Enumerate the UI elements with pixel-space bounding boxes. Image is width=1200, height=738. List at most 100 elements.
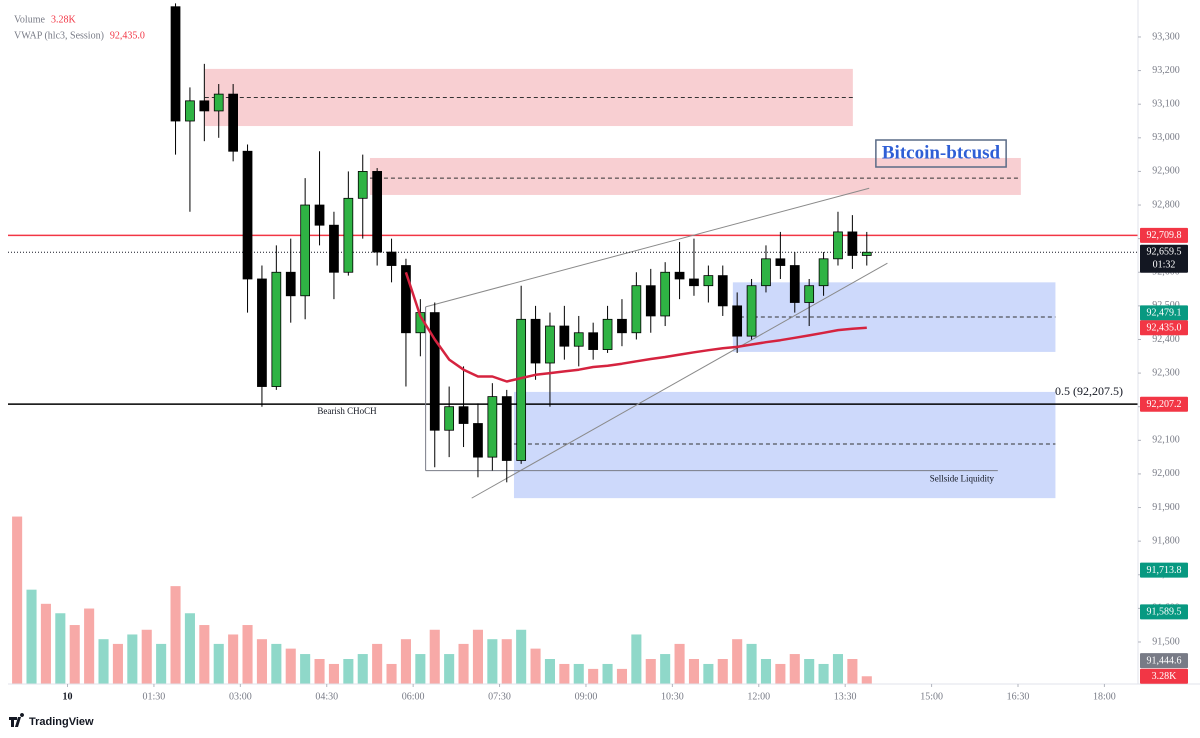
x-tick-label: 07:30	[488, 691, 511, 702]
candle-body	[285, 271, 296, 297]
volume-bar	[789, 654, 800, 684]
candle-body	[689, 278, 699, 287]
x-tick-label: 03:00	[229, 691, 252, 702]
price-badge-label: 92,207.2	[1147, 399, 1182, 410]
volume-bar	[156, 643, 167, 684]
volume-bar	[98, 639, 109, 684]
candle-body	[559, 325, 570, 347]
volume-bar	[228, 634, 239, 684]
volume-bar	[69, 625, 80, 684]
price-badge-label: 3.28K	[1152, 671, 1178, 682]
x-tick-label: 16:30	[1007, 691, 1030, 702]
volume-bar	[746, 643, 757, 684]
candle-body	[372, 171, 383, 253]
last-price-label: 92,659.5	[1147, 247, 1182, 258]
price-badge-label: 91,444.6	[1147, 655, 1182, 666]
price-badge	[1140, 562, 1188, 578]
y-tick-label: 93,300	[1152, 31, 1180, 42]
candle-body	[602, 318, 613, 350]
volume-bar	[660, 654, 671, 684]
candle-body	[487, 396, 498, 458]
legend-value: 92,435.0	[110, 30, 145, 41]
candle-body	[357, 171, 368, 199]
price-badge-label: 91,713.8	[1147, 565, 1182, 576]
price-badge	[1140, 305, 1188, 321]
volume-bar	[141, 629, 152, 684]
volume-bar	[40, 603, 51, 684]
candle-body	[300, 204, 311, 297]
candle-body	[588, 332, 599, 350]
candle-body	[228, 93, 239, 152]
plot-area	[8, 3, 1138, 684]
x-tick-label: 10	[63, 691, 73, 702]
x-tick-label: 15:00	[920, 691, 943, 702]
candle-body	[545, 325, 555, 364]
y-tick-label: 92,800	[1152, 199, 1180, 210]
volume-bar	[631, 634, 642, 684]
volume-bar	[732, 639, 743, 684]
volume-bar	[314, 659, 325, 684]
candle-body	[271, 271, 282, 387]
volume-bar	[458, 643, 469, 684]
candle-body	[631, 285, 642, 334]
volume-bar	[530, 648, 541, 684]
watermark-logo: TradingView	[9, 713, 94, 728]
volume-bar	[386, 663, 397, 684]
candle-body	[833, 231, 843, 260]
volume-bar	[300, 654, 311, 684]
volume-bar	[674, 643, 685, 684]
candle-body	[458, 406, 469, 424]
price-badge-label: 92,479.1	[1147, 308, 1182, 319]
y-tick-label: 92,100	[1152, 435, 1180, 446]
candle-body	[732, 305, 743, 337]
y-tick-label: 92,300	[1152, 367, 1180, 378]
volume-bar	[242, 625, 253, 684]
volume-bar	[804, 659, 815, 684]
price-badge	[1140, 668, 1188, 684]
trend-line	[471, 262, 888, 499]
y-tick-label: 91,800	[1152, 535, 1180, 546]
volume-bar	[472, 629, 483, 684]
volume-bar	[573, 663, 584, 684]
volume-bar	[12, 516, 23, 684]
y-tick-label: 91,900	[1152, 502, 1180, 513]
overlay: 0.5 (92,207.5) Bearish CHoCH Sellside Liqu…	[14, 14, 1123, 483]
legend-name: VWAP (hlc3, Session)	[14, 30, 104, 41]
candle-body	[804, 285, 815, 303]
candle-body	[847, 231, 858, 256]
x-tick-label: 09:00	[575, 691, 598, 702]
candle-body	[213, 93, 224, 112]
x-tick-label: 10:30	[661, 691, 684, 702]
logo-icon	[9, 713, 25, 727]
x-tick-label: 06:00	[402, 691, 425, 702]
y-tick-label: 93,000	[1152, 132, 1180, 143]
volume-bar	[645, 659, 656, 684]
zone	[513, 391, 1056, 499]
candle-body	[401, 265, 411, 334]
y-tick-label: 92,000	[1152, 468, 1180, 479]
volume-bar	[602, 663, 613, 684]
candle-body	[429, 312, 440, 431]
price-badge	[1140, 653, 1188, 669]
y-tick-label: 93,200	[1152, 65, 1180, 76]
fib-label: 0.5 (92,207.5)	[1055, 384, 1123, 398]
countdown-label: 01:32	[1153, 260, 1176, 271]
zone	[369, 157, 1021, 195]
volume-bar	[559, 663, 570, 684]
candle-body	[617, 318, 627, 334]
volume-bar	[26, 589, 37, 684]
x-tick-label: 04:30	[315, 691, 338, 702]
volume-bar	[184, 613, 195, 684]
y-tick-label: 93,100	[1152, 98, 1180, 109]
volume-bar	[861, 676, 872, 684]
volume-bar	[372, 643, 383, 684]
candle-body	[761, 258, 771, 287]
structure-label: Bearish CHoCH	[317, 406, 377, 416]
volume-bar	[487, 639, 498, 684]
candle-body	[343, 197, 354, 273]
volume-bar	[256, 639, 267, 684]
candle-body	[185, 100, 195, 122]
candle-body	[818, 258, 829, 287]
candle-body	[501, 396, 512, 461]
